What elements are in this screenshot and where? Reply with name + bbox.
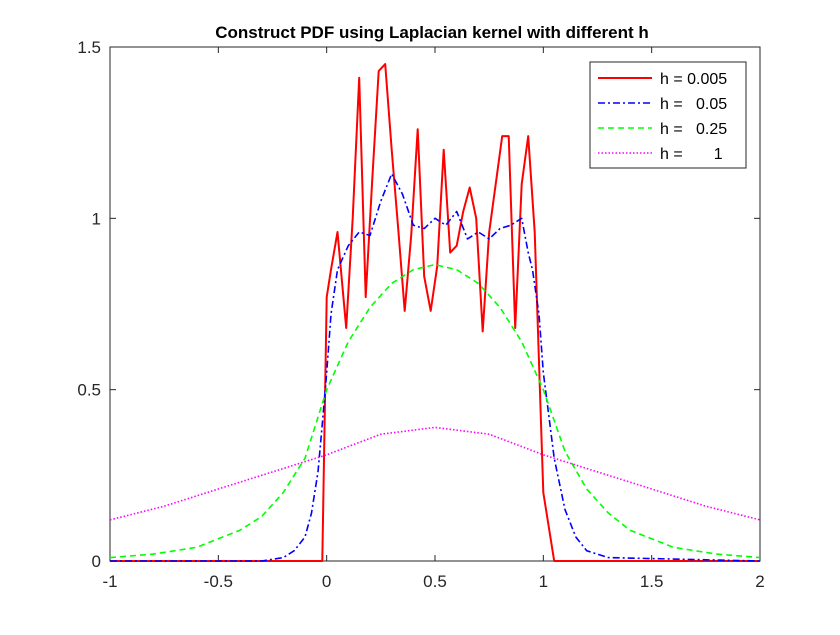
series-layer xyxy=(109,63,761,562)
x-tick-label: 0.5 xyxy=(423,572,447,591)
y-tick-label: 1 xyxy=(92,209,101,228)
x-tick-label: 2 xyxy=(755,572,764,591)
series-line-2 xyxy=(110,173,761,562)
y-tick-label: 0 xyxy=(92,552,101,571)
legend: h = 0.005 h = 0.05 h = 0.25 h = 1 xyxy=(589,61,747,169)
x-tick-label: -0.5 xyxy=(204,572,233,591)
series-line-1 xyxy=(110,63,760,562)
legend-label-2: h = 0.05 xyxy=(660,96,727,113)
legend-box xyxy=(589,61,747,169)
legend-label-1: h = 0.005 xyxy=(660,71,727,88)
x-tick-label: 1.5 xyxy=(640,572,664,591)
series-line-3 xyxy=(109,263,761,559)
legend-label-4: h = 1 xyxy=(660,146,723,163)
y-tick-label: 0.5 xyxy=(77,381,101,400)
x-tick-label: 1 xyxy=(539,572,548,591)
x-tick-label: -1 xyxy=(102,572,117,591)
axis-ticks: -1 -0.5 0 0.5 1 1.5 2 0 0.5 1 1.5 xyxy=(77,38,764,591)
series-line-4 xyxy=(109,426,761,521)
y-tick-label: 1.5 xyxy=(77,38,101,57)
chart-title: Construct PDF using Laplacian kernel wit… xyxy=(215,23,649,42)
x-tick-label: 0 xyxy=(322,572,331,591)
legend-label-3: h = 0.25 xyxy=(660,121,727,138)
